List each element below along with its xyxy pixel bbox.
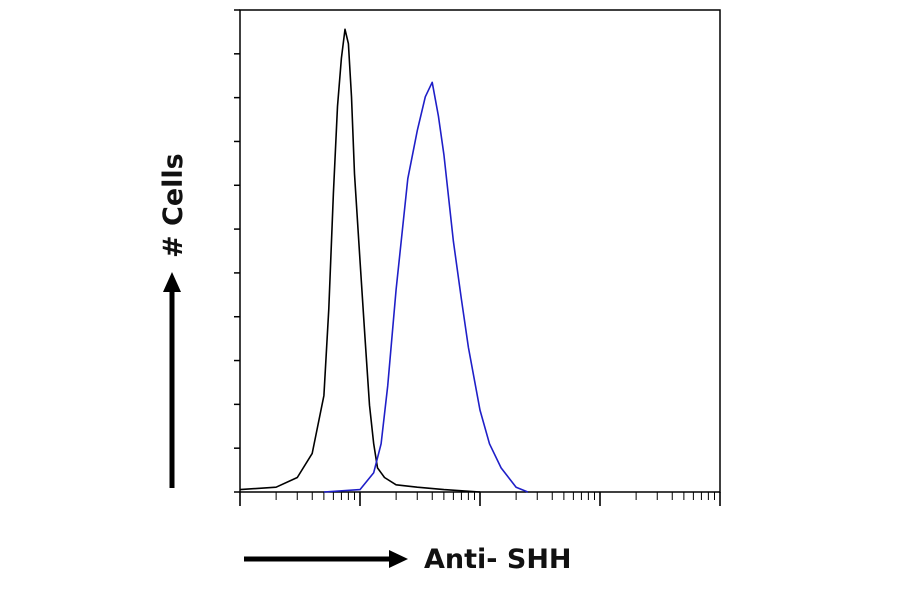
y-axis-arrow bbox=[163, 272, 181, 488]
series-line-2 bbox=[323, 81, 529, 493]
x-axis-label: Anti- SHH bbox=[424, 544, 572, 575]
plot-frame bbox=[239, 9, 721, 493]
x-axis-arrow bbox=[244, 550, 408, 568]
y-axis-label: # Cells bbox=[158, 153, 189, 258]
y-axis-ticks bbox=[234, 9, 240, 493]
series-line-1 bbox=[239, 28, 481, 493]
x-axis-ticks bbox=[239, 492, 721, 506]
series-layer bbox=[239, 28, 529, 493]
